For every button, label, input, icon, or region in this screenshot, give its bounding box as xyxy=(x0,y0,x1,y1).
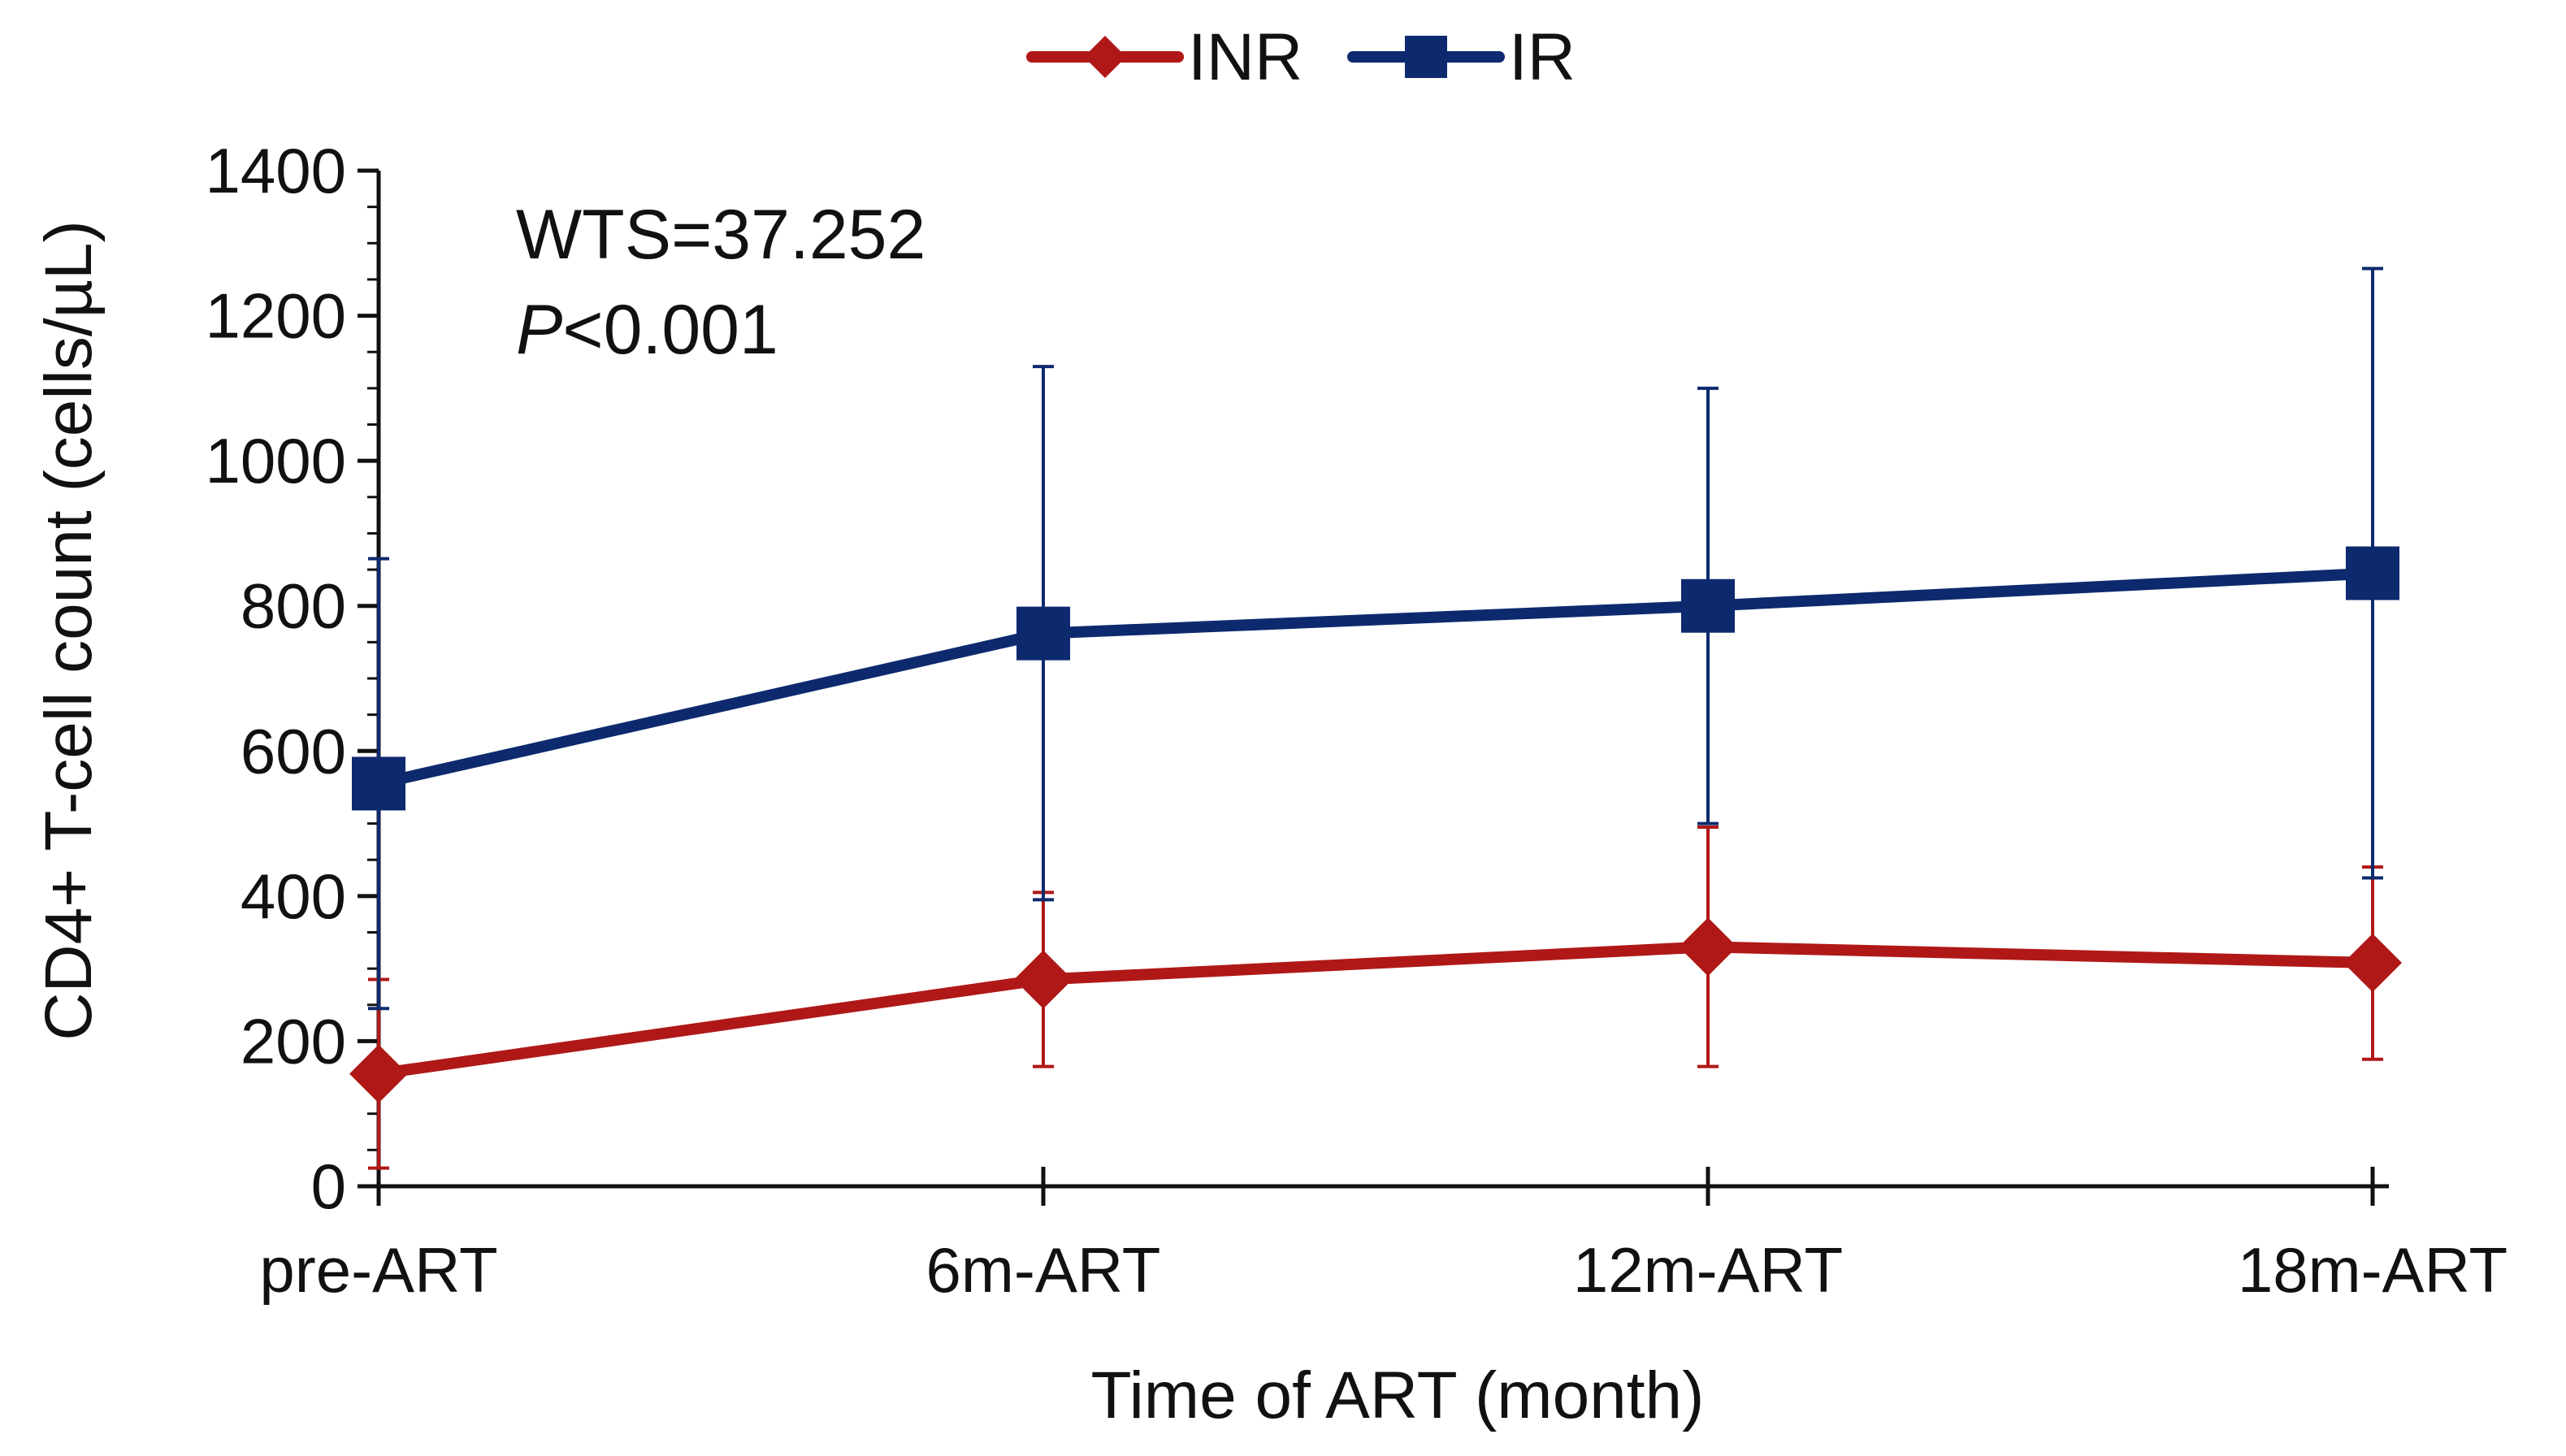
data-point-inr xyxy=(349,1044,408,1103)
data-point-inr xyxy=(2343,934,2402,992)
y-tick-label: 0 xyxy=(311,1150,346,1222)
legend-marker-ir xyxy=(1405,36,1447,78)
p-value-text: P<0.001 xyxy=(516,291,778,369)
data-point-ir xyxy=(352,756,405,811)
p-value: <0.001 xyxy=(562,291,778,369)
legend-marker-inr xyxy=(1084,36,1126,78)
y-tick-label: 800 xyxy=(241,570,346,642)
y-ticks xyxy=(358,168,379,1189)
legend-label-inr: INR xyxy=(1188,20,1303,94)
x-tick-label: 6m-ART xyxy=(926,1234,1161,1306)
x-tick-label: 12m-ART xyxy=(1573,1234,1843,1306)
data-point-inr xyxy=(1014,950,1073,1009)
x-axis-title: Time of ART (month) xyxy=(1091,1358,1705,1432)
markers-ir xyxy=(352,546,2399,811)
series-line-group-inr xyxy=(373,941,2378,1080)
stats-annotation: WTS=37.252 P<0.001 xyxy=(516,196,925,369)
p-symbol: P xyxy=(516,291,562,369)
y-tick-label: 1200 xyxy=(205,280,346,352)
series-layer xyxy=(349,266,2402,1170)
y-tick-label: 600 xyxy=(241,715,346,786)
legend: INR IR xyxy=(1026,20,1576,94)
y-tick-label: 200 xyxy=(241,1005,346,1077)
y-axis-title: CD4+ T-cell count (cells/µL) xyxy=(32,220,106,1041)
y-tick-label: 1400 xyxy=(205,135,346,206)
x-tick-labels: pre-ART 6m-ART 12m-ART 18m-ART xyxy=(259,1234,2507,1306)
x-tick-label: pre-ART xyxy=(259,1234,497,1306)
data-point-ir xyxy=(1681,578,1735,633)
legend-label-ir: IR xyxy=(1509,20,1576,94)
x-tick-label: 18m-ART xyxy=(2238,1234,2507,1306)
data-point-inr xyxy=(1679,917,1737,977)
x-ticks xyxy=(376,1167,2375,1206)
y-tick-label: 400 xyxy=(241,860,346,932)
series-line-group-ir xyxy=(373,567,2378,790)
data-point-ir xyxy=(1016,606,1070,661)
markers-inr xyxy=(349,917,2402,1103)
y-tick-labels: 0 200 400 600 800 1000 1200 1400 xyxy=(205,135,346,1222)
error-bars-inr xyxy=(368,826,2383,1170)
series-line-inr xyxy=(373,941,2378,1080)
data-point-ir xyxy=(2346,546,2399,600)
error-bars-ir xyxy=(368,266,2383,1011)
wts-statistic: WTS=37.252 xyxy=(516,196,925,274)
series-line-ir xyxy=(373,567,2378,790)
y-tick-label: 1000 xyxy=(205,425,346,496)
